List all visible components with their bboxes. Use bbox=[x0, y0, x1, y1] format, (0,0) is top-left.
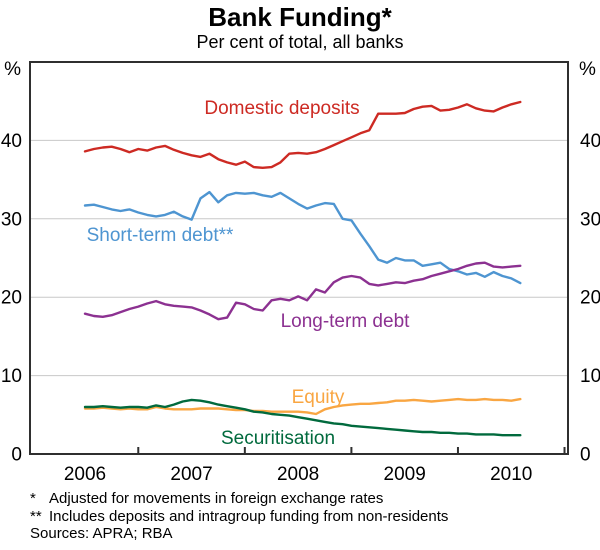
series-label-long-term-debt: Long-term debt bbox=[281, 311, 411, 332]
footnotes: * Adjusted for movements in foreign exch… bbox=[30, 490, 590, 543]
series-line-securitisation bbox=[83, 398, 522, 437]
x-tick-label-2009: 2009 bbox=[384, 464, 426, 485]
x-axis-ticks bbox=[137, 447, 566, 454]
footnote-marker-1: * bbox=[30, 490, 36, 507]
series-line-equity bbox=[83, 397, 522, 416]
gridlines bbox=[31, 139, 567, 377]
y-tick-label-right-10: 10 bbox=[580, 366, 600, 387]
series-label-equity: Equity bbox=[292, 387, 345, 408]
y-unit-right: % bbox=[579, 59, 596, 80]
series-line-short-term-debt bbox=[83, 190, 522, 285]
series-label-short-term-debt: Short-term debt** bbox=[87, 225, 234, 246]
footnote-text-2: Includes deposits and intragroup funding… bbox=[49, 507, 449, 525]
series-label-securitisation: Securitisation bbox=[221, 428, 335, 449]
series-label-domestic-deposits: Domestic deposits bbox=[204, 98, 359, 119]
y-tick-label-left-20: 20 bbox=[1, 288, 22, 309]
y-unit-left: % bbox=[4, 59, 21, 80]
y-tick-label-right-20: 20 bbox=[580, 288, 600, 309]
series-labels: Domestic deposits Short-term debt** Long-t… bbox=[87, 98, 411, 449]
x-tick-label-2007: 2007 bbox=[170, 464, 212, 485]
y-tick-label-left-40: 40 bbox=[1, 131, 22, 152]
x-tick-label-2010: 2010 bbox=[490, 464, 532, 485]
sources-line: Sources: APRA; RBA bbox=[30, 525, 173, 542]
series-line-long-term-debt bbox=[83, 261, 522, 321]
x-tick-label-2008: 2008 bbox=[277, 464, 319, 485]
footnote-line-2: ** Includes deposits and intragroup fund… bbox=[30, 508, 590, 526]
y-tick-label-left-30: 30 bbox=[1, 209, 22, 230]
footnote-line-1: * Adjusted for movements in foreign exch… bbox=[30, 490, 590, 508]
y-tick-label-right-0: 0 bbox=[580, 445, 591, 466]
footnote-text-1: Adjusted for movements in foreign exchan… bbox=[49, 490, 384, 507]
series-lines bbox=[83, 100, 522, 437]
axis-tick-labels: 0 0 10 10 20 20 30 30 40 40 2006 2007 2008 2009 2010 bbox=[1, 131, 600, 485]
chart-title: Bank Funding* bbox=[208, 2, 392, 32]
series-line-domestic-deposits bbox=[83, 100, 522, 170]
y-tick-label-right-40: 40 bbox=[580, 131, 600, 152]
chart-subtitle: Per cent of total, all banks bbox=[196, 32, 404, 52]
plot-frame bbox=[29, 61, 569, 455]
footnote-marker-2: ** bbox=[30, 507, 42, 525]
y-tick-label-left-0: 0 bbox=[11, 445, 22, 466]
y-tick-label-right-30: 30 bbox=[580, 209, 600, 230]
y-tick-label-left-10: 10 bbox=[1, 366, 22, 387]
x-tick-label-2006: 2006 bbox=[64, 464, 106, 485]
